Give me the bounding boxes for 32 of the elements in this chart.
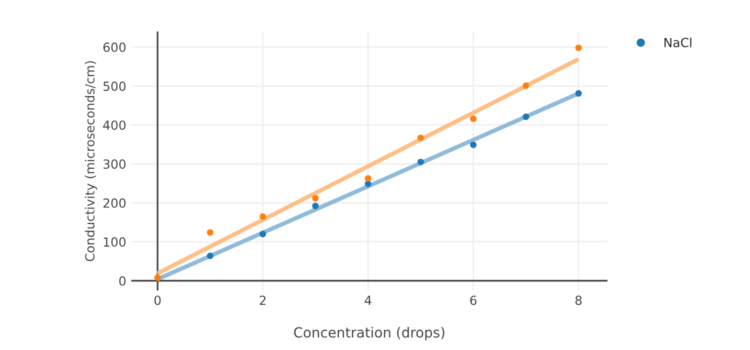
- point: [260, 213, 266, 220]
- y-tick-label: 200: [103, 198, 126, 208]
- y-axis-title: Conductivity (microseconds/cm): [84, 61, 97, 262]
- y-tick-label: 300: [103, 159, 126, 169]
- y-tick-label: 0: [119, 276, 126, 286]
- y-tick-label: 600: [103, 42, 126, 52]
- x-tick-label: 8: [575, 296, 582, 306]
- point: [364, 175, 372, 182]
- point: [470, 115, 477, 122]
- point: [312, 194, 319, 202]
- point: [522, 82, 530, 89]
- y-tick-label: 500: [103, 82, 126, 91]
- x-axis-title: Concentration (drops): [294, 326, 444, 340]
- point: [575, 44, 582, 52]
- point: [575, 90, 582, 97]
- point: [206, 252, 214, 260]
- point: [154, 274, 161, 281]
- x-tick-label: 6: [470, 296, 476, 306]
- point: [312, 202, 319, 210]
- x-tick-label: 0: [154, 296, 161, 306]
- x-tick-label: 2: [260, 296, 266, 305]
- point: [522, 114, 530, 120]
- y-tick-label: 400: [103, 120, 126, 130]
- point: [364, 180, 372, 188]
- legend-label: NaCl: [664, 38, 692, 48]
- point: [470, 142, 477, 148]
- point: [417, 158, 424, 166]
- point: [417, 134, 424, 142]
- y-tick-label: 100: [104, 237, 126, 247]
- point: [260, 230, 266, 238]
- x-tick-label: 4: [364, 296, 372, 305]
- point: [206, 229, 214, 236]
